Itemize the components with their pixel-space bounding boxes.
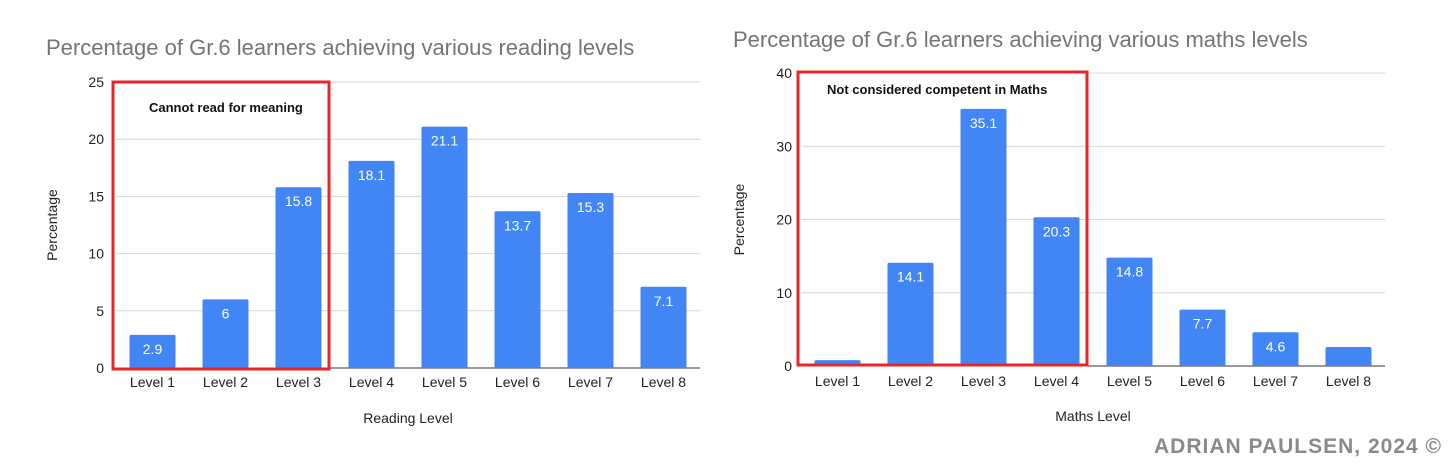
x-tick-label: Level 7	[1253, 373, 1298, 389]
x-tick-label: Level 4	[1034, 373, 1079, 389]
x-tick-label: Level 2	[203, 374, 248, 390]
y-tick-label: 0	[96, 360, 104, 376]
data-label: 4.6	[1266, 338, 1286, 354]
data-label: 18.1	[358, 167, 385, 183]
highlight-label: Cannot read for meaning	[149, 100, 303, 115]
y-tick-label: 15	[88, 188, 104, 204]
x-tick-label: Level 7	[568, 374, 613, 390]
data-label: 0.8	[828, 339, 848, 355]
bar	[1325, 346, 1372, 366]
x-tick-label: Level 1	[815, 373, 860, 389]
data-label: 7.7	[1193, 316, 1213, 332]
x-tick-label: Level 6	[1180, 373, 1225, 389]
highlight-box	[796, 70, 1089, 367]
data-label: 7.1	[654, 293, 674, 309]
y-tick-label: 25	[88, 74, 104, 90]
highlight-label: Not considered competent in Maths	[827, 82, 1047, 97]
bar	[640, 286, 687, 368]
y-tick-label: 0	[784, 358, 792, 374]
maths-levels-chart: Percentage of Gr.6 learners achieving va…	[731, 27, 1385, 424]
bar	[1179, 309, 1226, 366]
x-tick-label: Level 5	[1107, 373, 1152, 389]
bar	[421, 126, 468, 368]
bar	[960, 108, 1007, 366]
y-tick-label: 40	[776, 65, 792, 81]
x-tick-label: Level 2	[888, 373, 933, 389]
chart-title: Percentage of Gr.6 learners achieving va…	[46, 35, 634, 60]
y-axis-label: Percentage	[44, 189, 60, 261]
data-label: 21.1	[431, 133, 458, 149]
x-tick-label: Level 5	[422, 374, 467, 390]
bar	[348, 160, 395, 368]
data-label: 6	[222, 305, 230, 321]
x-tick-label: Level 1	[130, 374, 175, 390]
x-tick-label: Level 3	[961, 373, 1006, 389]
y-tick-label: 10	[776, 285, 792, 301]
data-label: 2.9	[143, 341, 163, 357]
y-tick-label: 10	[88, 246, 104, 262]
x-tick-label: Level 8	[1326, 373, 1371, 389]
chart-title: Percentage of Gr.6 learners achieving va…	[733, 27, 1308, 52]
y-tick-label: 5	[96, 303, 104, 319]
highlight-box	[111, 80, 331, 371]
x-tick-label: Level 8	[641, 374, 686, 390]
x-axis-label: Reading Level	[363, 410, 453, 426]
bar	[567, 192, 614, 368]
y-tick-label: 30	[776, 138, 792, 154]
reading-levels-chart: Percentage of Gr.6 learners achieving va…	[44, 35, 700, 426]
y-tick-label: 20	[776, 212, 792, 228]
x-axis-label: Maths Level	[1055, 408, 1130, 424]
bar	[275, 187, 322, 368]
data-label: 14.8	[1116, 264, 1143, 280]
data-label: 2.6	[1339, 326, 1359, 342]
bar	[1252, 332, 1299, 366]
bar	[202, 299, 249, 368]
data-label: 35.1	[970, 115, 997, 131]
bar	[887, 262, 934, 366]
data-label: 13.7	[504, 217, 531, 233]
y-axis-label: Percentage	[731, 183, 747, 255]
data-label: 14.1	[897, 269, 924, 285]
data-label: 15.8	[285, 193, 312, 209]
bar	[1033, 217, 1080, 366]
data-label: 15.3	[577, 199, 604, 215]
x-tick-label: Level 6	[495, 374, 540, 390]
bar	[129, 334, 176, 368]
data-label: 20.3	[1043, 223, 1070, 239]
x-tick-label: Level 3	[276, 374, 321, 390]
bar	[1106, 257, 1153, 366]
bar	[494, 211, 541, 368]
author-credit: ADRIAN PAULSEN, 2024 ©	[1154, 435, 1442, 458]
y-tick-label: 20	[88, 131, 104, 147]
x-tick-label: Level 4	[349, 374, 394, 390]
